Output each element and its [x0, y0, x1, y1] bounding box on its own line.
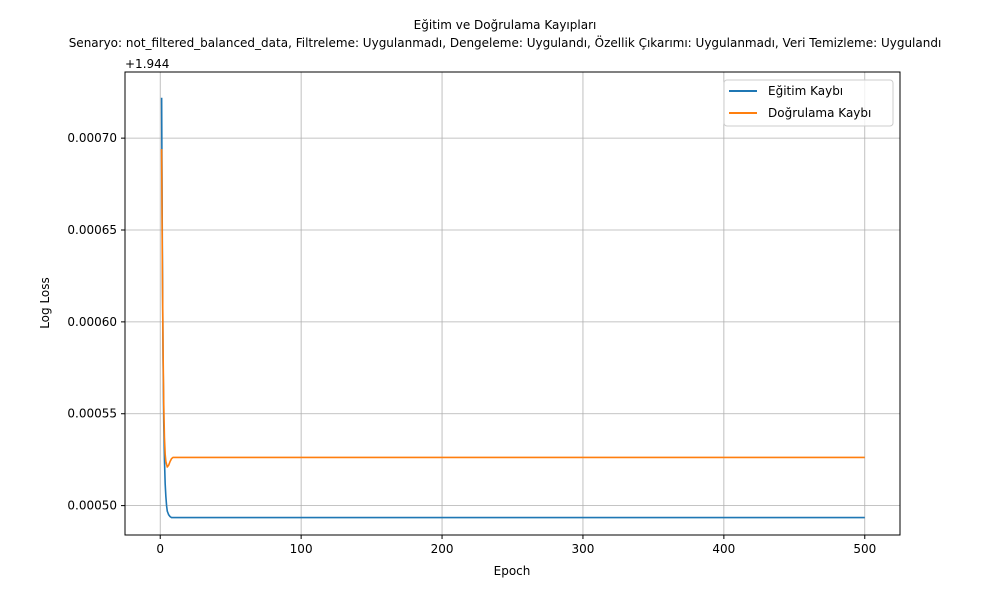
- y-axis-label: Log Loss: [38, 277, 52, 329]
- y-tick-label: 0.00065: [67, 223, 117, 237]
- series-lines: [160, 97, 865, 519]
- chart-title: Eğitim ve Doğrulama Kayıpları: [414, 18, 597, 32]
- x-tick-label: 500: [853, 542, 876, 556]
- axes: 0 100 200 300 400 500 0.00050 0.00055 0.00060 0.0…: [67, 131, 876, 556]
- chart-subtitle: Senaryo: not_filtered_balanced_data, Fil…: [69, 34, 942, 50]
- validation-loss-line: [160, 149, 865, 468]
- y-tick-label: 0.00060: [67, 315, 117, 329]
- y-tick-label: 0.00055: [67, 407, 117, 421]
- x-axis-label: Epoch: [494, 564, 531, 578]
- legend: Eğitim Kaybı Doğrulama Kaybı: [723, 79, 894, 127]
- x-tick-label: 400: [712, 542, 735, 556]
- legend-label-validation: Doğrulama Kaybı: [768, 106, 871, 120]
- x-tick-label: 0: [156, 542, 164, 556]
- legend-box: [723, 79, 894, 127]
- x-tick-label: 100: [290, 542, 313, 556]
- legend-label-train: Eğitim Kaybı: [768, 84, 843, 98]
- plot-frame: [124, 71, 901, 536]
- y-tick-label: 0.00050: [67, 499, 117, 513]
- x-tick-label: 300: [572, 542, 595, 556]
- x-tick-label: 200: [431, 542, 454, 556]
- grid: [125, 72, 900, 535]
- y-offset-label: +1.944: [125, 57, 169, 71]
- y-tick-label: 0.00070: [67, 131, 117, 145]
